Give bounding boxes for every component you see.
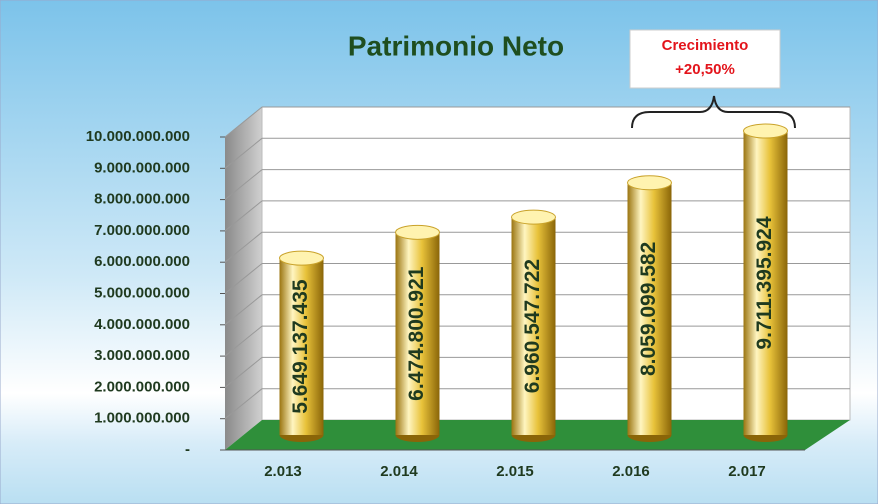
y-tick-label: 3.000.000.000 xyxy=(94,347,190,364)
x-tick-label: 2.016 xyxy=(612,463,650,480)
annotation-box xyxy=(629,29,781,89)
bar xyxy=(279,258,324,435)
bar-top xyxy=(511,209,556,225)
bar-top xyxy=(279,250,324,266)
x-tick-label: 2.017 xyxy=(728,463,766,480)
data-label: 9.711.395.924 xyxy=(753,216,776,349)
y-tick-label: 8.000.000.000 xyxy=(94,191,190,208)
y-tick-label: 7.000.000.000 xyxy=(94,222,190,239)
y-tick-label: 1.000.000.000 xyxy=(94,410,190,427)
y-tick-label: 6.000.000.000 xyxy=(94,253,190,270)
y-tick-label: 5.000.000.000 xyxy=(94,284,190,301)
grid-line xyxy=(224,325,263,357)
bar xyxy=(511,217,556,435)
bar xyxy=(395,232,440,435)
annotation: Crecimiento xyxy=(662,37,749,54)
data-label: 5.649.137.435 xyxy=(289,279,312,414)
bar xyxy=(743,131,788,435)
y-tick-label: 2.000.000.000 xyxy=(94,378,190,395)
x-tick-label: 2.014 xyxy=(380,463,418,480)
y-tick-label: 10.000.000.000 xyxy=(86,128,190,145)
y-tick-label: - xyxy=(185,441,190,458)
grid-line xyxy=(224,106,263,138)
grid-line xyxy=(224,200,263,232)
bar-top xyxy=(395,224,440,240)
grid-line xyxy=(224,263,263,294)
grid-line xyxy=(224,388,263,420)
grid-line xyxy=(224,137,263,169)
data-label: 6.474.800.921 xyxy=(405,266,428,401)
chart-title: Patrimonio Neto xyxy=(348,30,564,61)
brace xyxy=(631,95,796,129)
data-label: 8.059.099.582 xyxy=(637,242,660,376)
bar-top xyxy=(743,123,788,139)
grid-line xyxy=(224,169,263,200)
y-tick-label: 4.000.000.000 xyxy=(94,316,190,333)
bar-top xyxy=(627,175,672,191)
x-tick-label: 2.013 xyxy=(264,463,302,480)
annotation: +20,50% xyxy=(675,61,735,78)
grid-line xyxy=(224,294,263,326)
data-label: 6.960.547.722 xyxy=(521,259,544,393)
bar xyxy=(627,182,672,435)
grid-line xyxy=(224,231,263,263)
x-tick-label: 2.015 xyxy=(496,463,534,480)
y-tick-label: 9.000.000.000 xyxy=(94,159,190,176)
grid-line xyxy=(224,357,263,388)
